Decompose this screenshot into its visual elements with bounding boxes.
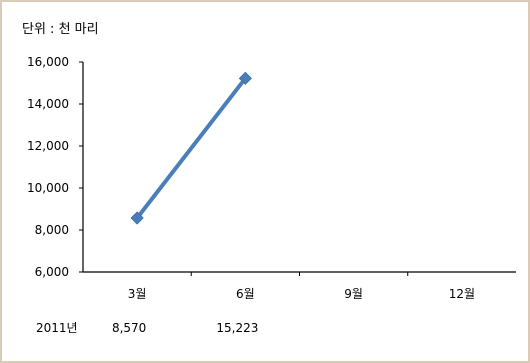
unit-label: 단위 : 천 마리 (22, 22, 99, 37)
table-cell-value: 15,223 (216, 321, 258, 335)
y-tick-label: 10,000 (27, 181, 69, 195)
y-tick-label: 6,000 (35, 265, 69, 279)
x-tick-label: 3월 (128, 287, 147, 301)
y-tick-label: 14,000 (27, 97, 69, 111)
chart-axes (82, 62, 516, 273)
x-axis-ticks: 3월 6월 9월 12월 (128, 272, 475, 301)
x-tick-label: 12월 (449, 287, 475, 301)
series-line (135, 76, 248, 221)
data-point-marker (238, 71, 252, 85)
table-row-label: 2011년 (36, 321, 78, 335)
data-point-marker (130, 211, 144, 225)
table-cell-value: 8,570 (112, 321, 146, 335)
y-axis-ticks: 6,000 8,000 10,000 12,000 14,000 16,000 (27, 55, 83, 279)
y-tick-label: 8,000 (35, 223, 69, 237)
data-table: 2011년 8,570 15,223 (36, 321, 258, 335)
x-tick-label: 6월 (236, 287, 255, 301)
y-tick-label: 12,000 (27, 139, 69, 153)
y-tick-label: 16,000 (27, 55, 69, 69)
series-group (130, 71, 252, 225)
x-tick-label: 9월 (344, 287, 363, 301)
